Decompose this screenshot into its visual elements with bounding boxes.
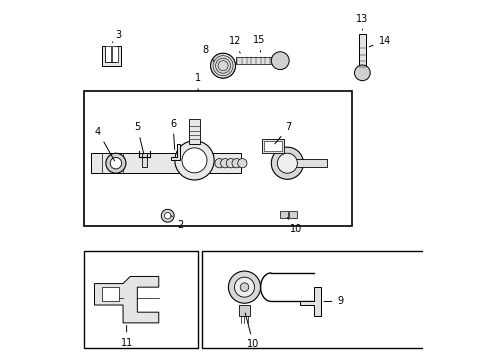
Polygon shape: [102, 46, 121, 66]
Polygon shape: [299, 287, 321, 316]
Bar: [105, 46, 110, 62]
Bar: [290, 158, 326, 167]
Circle shape: [234, 277, 254, 297]
Text: 8: 8: [202, 45, 214, 62]
Bar: [264, 141, 282, 152]
Bar: [91, 153, 241, 173]
Circle shape: [277, 153, 297, 173]
Circle shape: [161, 209, 174, 222]
Text: 6: 6: [170, 118, 176, 149]
Bar: [239, 305, 249, 316]
Text: 11: 11: [120, 326, 132, 347]
Circle shape: [354, 65, 369, 81]
Bar: [83, 251, 198, 348]
Circle shape: [231, 158, 241, 168]
Circle shape: [220, 158, 229, 168]
Text: 10: 10: [244, 313, 259, 349]
Text: 9: 9: [324, 296, 343, 306]
Bar: [189, 119, 200, 144]
Circle shape: [271, 147, 303, 179]
Circle shape: [271, 52, 288, 69]
Bar: [262, 139, 283, 153]
Bar: [280, 211, 287, 217]
Text: 13: 13: [356, 14, 368, 30]
Circle shape: [110, 157, 122, 169]
Text: 3: 3: [112, 30, 122, 42]
Text: 14: 14: [368, 36, 390, 47]
Bar: [112, 46, 118, 62]
Bar: [201, 251, 458, 348]
Circle shape: [240, 283, 248, 292]
Text: 5: 5: [134, 122, 143, 154]
Polygon shape: [171, 144, 180, 160]
Circle shape: [210, 53, 235, 78]
Circle shape: [106, 153, 125, 173]
Text: 2: 2: [171, 216, 183, 230]
Circle shape: [226, 158, 235, 168]
Circle shape: [237, 158, 246, 168]
Circle shape: [164, 212, 171, 219]
Text: 10: 10: [287, 217, 302, 234]
Circle shape: [182, 148, 206, 173]
Bar: [358, 33, 365, 69]
Bar: [102, 287, 119, 301]
Bar: [83, 91, 351, 226]
Polygon shape: [94, 276, 159, 323]
Circle shape: [175, 141, 214, 180]
Circle shape: [214, 158, 224, 168]
Bar: [142, 153, 147, 167]
Text: 7: 7: [274, 122, 291, 144]
Bar: [288, 211, 296, 217]
Bar: [235, 58, 278, 64]
Circle shape: [228, 271, 260, 303]
Text: 1: 1: [195, 73, 201, 91]
Text: 4: 4: [95, 127, 114, 161]
Text: 12: 12: [228, 36, 241, 53]
Text: 15: 15: [253, 35, 265, 52]
